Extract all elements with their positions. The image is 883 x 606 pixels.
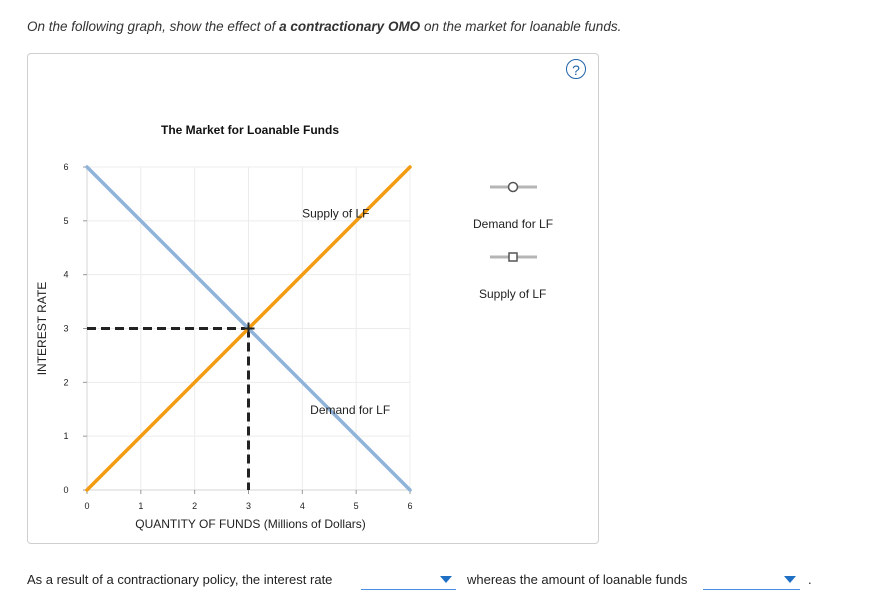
question-prefix: On the following graph, show the effect … [27,19,280,34]
y-tick-label: 4 [63,270,68,280]
x-tick-label: 3 [246,501,251,511]
loanable-funds-dropdown[interactable] [703,571,800,590]
y-axis-label: INTEREST RATE [35,282,49,376]
y-tick-label: 5 [63,216,68,226]
supply-curve-label: Supply of LF [302,206,369,220]
x-tick-label: 0 [84,501,89,511]
help-icon[interactable]: ? [566,59,586,79]
chart-title: The Market for Loanable Funds [160,123,340,137]
x-tick-label: 1 [138,501,143,511]
y-tick-label: 2 [63,377,68,387]
sentence-part2: whereas the amount of loanable funds [467,572,688,587]
x-tick-label: 4 [300,501,305,511]
demand-curve-label: Demand for LF [310,403,390,417]
graph-panel [27,53,599,544]
question-emphasis: a contractionary OMO [279,19,421,34]
x-axis-label: QUANTITY OF FUNDS (Millions of Dollars) [135,517,365,531]
question-suffix: on the market for loanable funds. [420,19,622,34]
sentence-part1: As a result of a contractionary policy, … [27,572,333,587]
sentence-end: . [808,572,812,587]
dropdown-arrow-icon [784,576,796,583]
x-tick-label: 6 [407,501,412,511]
legend-supply-label: Supply of LF [479,287,547,301]
question-text: On the following graph, show the effect … [27,19,621,34]
interest-rate-dropdown[interactable] [361,571,456,590]
y-tick-label: 3 [63,324,68,334]
legend-demand-circle-icon [507,181,519,193]
legend-supply-square-icon [508,252,518,262]
y-tick-label: 6 [63,162,68,172]
legend-demand-label: Demand for LF [473,217,554,231]
y-tick-label: 1 [63,431,68,441]
dropdown-arrow-icon [440,576,452,583]
y-tick-label: 0 [63,485,68,495]
x-tick-label: 5 [354,501,359,511]
x-tick-label: 2 [192,501,197,511]
